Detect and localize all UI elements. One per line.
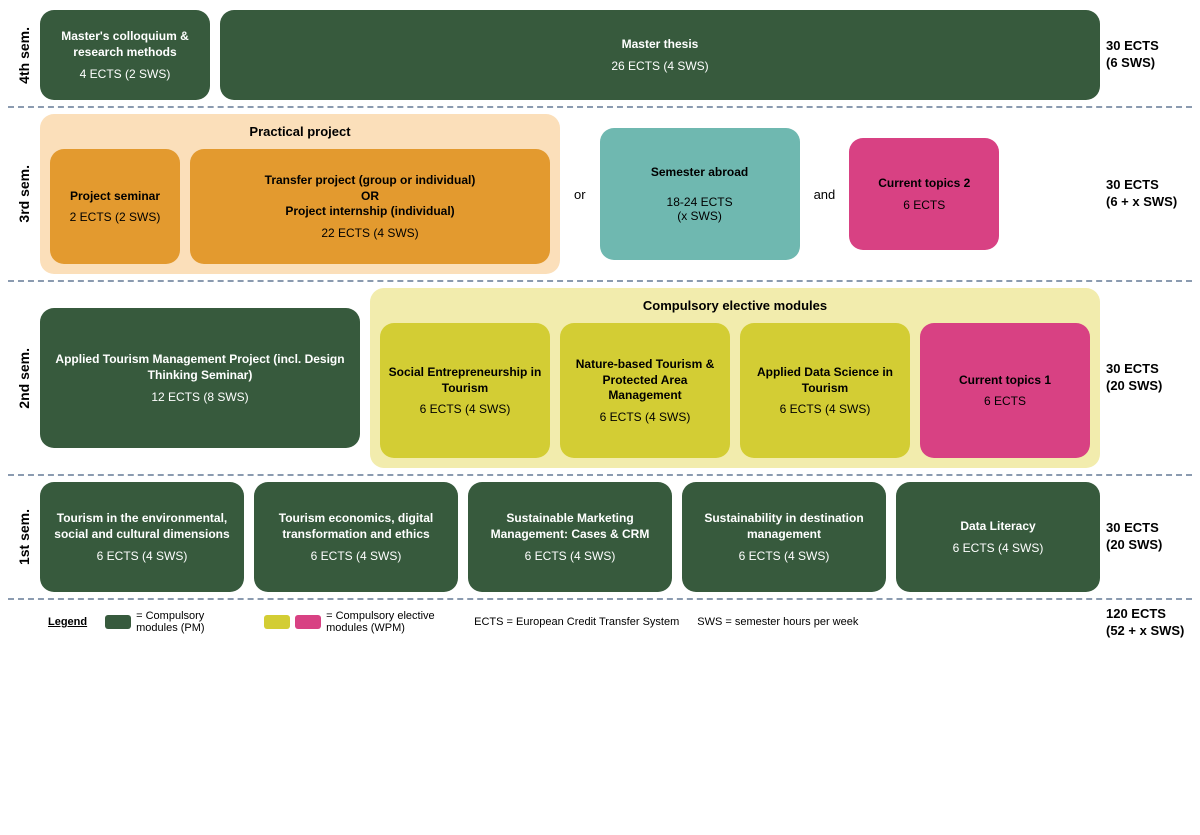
- module-data-literacy: Data Literacy 6 ECTS (4 SWS): [896, 482, 1100, 592]
- yellow-swatch: [264, 615, 290, 629]
- module-nature-tourism: Nature-based Tourism & Protected Area Ma…: [560, 323, 730, 458]
- module-credits: 2 ECTS (2 SWS): [70, 210, 161, 224]
- module-title: Tourism economics, digital transformatio…: [262, 511, 450, 542]
- module-title: Social Entrepreneurship in Tourism: [388, 365, 542, 396]
- module-tourism-economics: Tourism economics, digital transformatio…: [254, 482, 458, 592]
- semester-1-row: 1st sem. Tourism in the environmental, s…: [8, 482, 1192, 592]
- module-title: Current topics 1: [959, 373, 1051, 389]
- module-credits: 6 ECTS: [984, 394, 1026, 408]
- module-destination-mgmt: Sustainability in destination management…: [682, 482, 886, 592]
- module-credits: 6 ECTS (4 SWS): [739, 549, 830, 563]
- module-title: Master thesis: [622, 37, 699, 53]
- module-social-entrepreneurship: Social Entrepreneurship in Tourism 6 ECT…: [380, 323, 550, 458]
- module-title: Sustainability in destination management: [690, 511, 878, 542]
- module-title-1: Transfer project (group or individual): [265, 173, 476, 189]
- semester-3-ects: 30 ECTS(6 + x SWS): [1100, 114, 1192, 274]
- module-credits: 4 ECTS (2 SWS): [80, 67, 171, 81]
- module-title: Master's colloquium & research methods: [48, 29, 202, 60]
- and-connector: and: [810, 114, 840, 274]
- semester-4-label: 4th sem.: [8, 10, 40, 100]
- module-title: Sustainable Marketing Management: Cases …: [476, 511, 664, 542]
- module-colloquium: Master's colloquium & research methods 4…: [40, 10, 210, 100]
- module-credits: 26 ECTS (4 SWS): [611, 59, 708, 73]
- or-connector: or: [570, 114, 590, 274]
- module-semester-abroad: Semester abroad 18-24 ECTS (x SWS): [600, 128, 800, 260]
- green-swatch: [105, 615, 131, 629]
- module-title: Data Literacy: [960, 519, 1035, 535]
- module-current-topics-1: Current topics 1 6 ECTS: [920, 323, 1090, 458]
- legend-compulsory: = Compulsory modules (PM): [105, 610, 246, 634]
- module-credits: 12 ECTS (8 SWS): [151, 390, 248, 404]
- semester-3-row: 3rd sem. Practical project Project semin…: [8, 114, 1192, 274]
- module-atm-project: Applied Tourism Management Project (incl…: [40, 308, 360, 448]
- legend-elective: = Compulsory elective modules (WPM): [264, 610, 456, 634]
- legend-label: Legend: [48, 616, 87, 628]
- group-title: Practical project: [50, 124, 550, 139]
- pink-swatch: [295, 615, 321, 629]
- module-credits: 6 ECTS (4 SWS): [311, 549, 402, 563]
- semester-4-ects: 30 ECTS(6 SWS): [1100, 10, 1192, 100]
- module-title: Current topics 2: [878, 176, 970, 192]
- curriculum-diagram: 4th sem. Master's colloquium & research …: [0, 0, 1200, 656]
- module-credits: 6 ECTS (4 SWS): [525, 549, 616, 563]
- module-project-seminar: Project seminar 2 ECTS (2 SWS): [50, 149, 180, 264]
- module-transfer-project: Transfer project (group or individual) O…: [190, 149, 550, 264]
- module-title: Applied Tourism Management Project (incl…: [48, 352, 352, 383]
- module-credits: 6 ECTS (4 SWS): [420, 402, 511, 416]
- semester-2-ects: 30 ECTS(20 SWS): [1100, 288, 1192, 468]
- module-credits: 6 ECTS (4 SWS): [953, 541, 1044, 555]
- module-or: OR: [361, 189, 379, 205]
- semester-2-label: 2nd sem.: [8, 288, 40, 468]
- module-credits: 6 ECTS (4 SWS): [780, 402, 871, 416]
- module-current-topics-2: Current topics 2 6 ECTS: [849, 138, 999, 250]
- semester-1-ects: 30 ECTS(20 SWS): [1100, 482, 1192, 592]
- module-data-science: Applied Data Science in Tourism 6 ECTS (…: [740, 323, 910, 458]
- module-credits-2: (x SWS): [677, 209, 722, 223]
- module-credits: 6 ECTS: [903, 198, 945, 212]
- module-tourism-dimensions: Tourism in the environmental, social and…: [40, 482, 244, 592]
- module-title: Project seminar: [70, 189, 160, 205]
- divider: [8, 106, 1192, 108]
- module-title: Applied Data Science in Tourism: [748, 365, 902, 396]
- semester-3-label: 3rd sem.: [8, 114, 40, 274]
- module-title: Tourism in the environmental, social and…: [48, 511, 236, 542]
- semester-4-row: 4th sem. Master's colloquium & research …: [8, 10, 1192, 100]
- semester-1-label: 1st sem.: [8, 482, 40, 592]
- semester-2-row: 2nd sem. Applied Tourism Management Proj…: [8, 288, 1192, 468]
- practical-project-group: Practical project Project seminar 2 ECTS…: [40, 114, 560, 274]
- legend-row: Legend = Compulsory modules (PM) = Compu…: [8, 606, 1192, 640]
- divider: [8, 280, 1192, 282]
- module-title-2: Project internship (individual): [285, 204, 454, 220]
- module-credits: 6 ECTS (4 SWS): [600, 410, 691, 424]
- module-sustainable-marketing: Sustainable Marketing Management: Cases …: [468, 482, 672, 592]
- elective-modules-group: Compulsory elective modules Social Entre…: [370, 288, 1100, 468]
- total-ects: 120 ECTS(52 + x SWS): [1100, 606, 1192, 640]
- module-credits: 22 ECTS (4 SWS): [321, 226, 418, 240]
- legend-ects-def: ECTS = European Credit Transfer System: [474, 616, 679, 628]
- module-credits: 6 ECTS (4 SWS): [97, 549, 188, 563]
- legend-sws-def: SWS = semester hours per week: [697, 616, 858, 628]
- divider: [8, 598, 1192, 600]
- group-title: Compulsory elective modules: [380, 298, 1090, 313]
- module-title: Nature-based Tourism & Protected Area Ma…: [568, 357, 722, 404]
- module-thesis: Master thesis 26 ECTS (4 SWS): [220, 10, 1100, 100]
- module-title: Semester abroad: [651, 165, 748, 181]
- divider: [8, 474, 1192, 476]
- module-credits-1: 18-24 ECTS: [667, 195, 733, 209]
